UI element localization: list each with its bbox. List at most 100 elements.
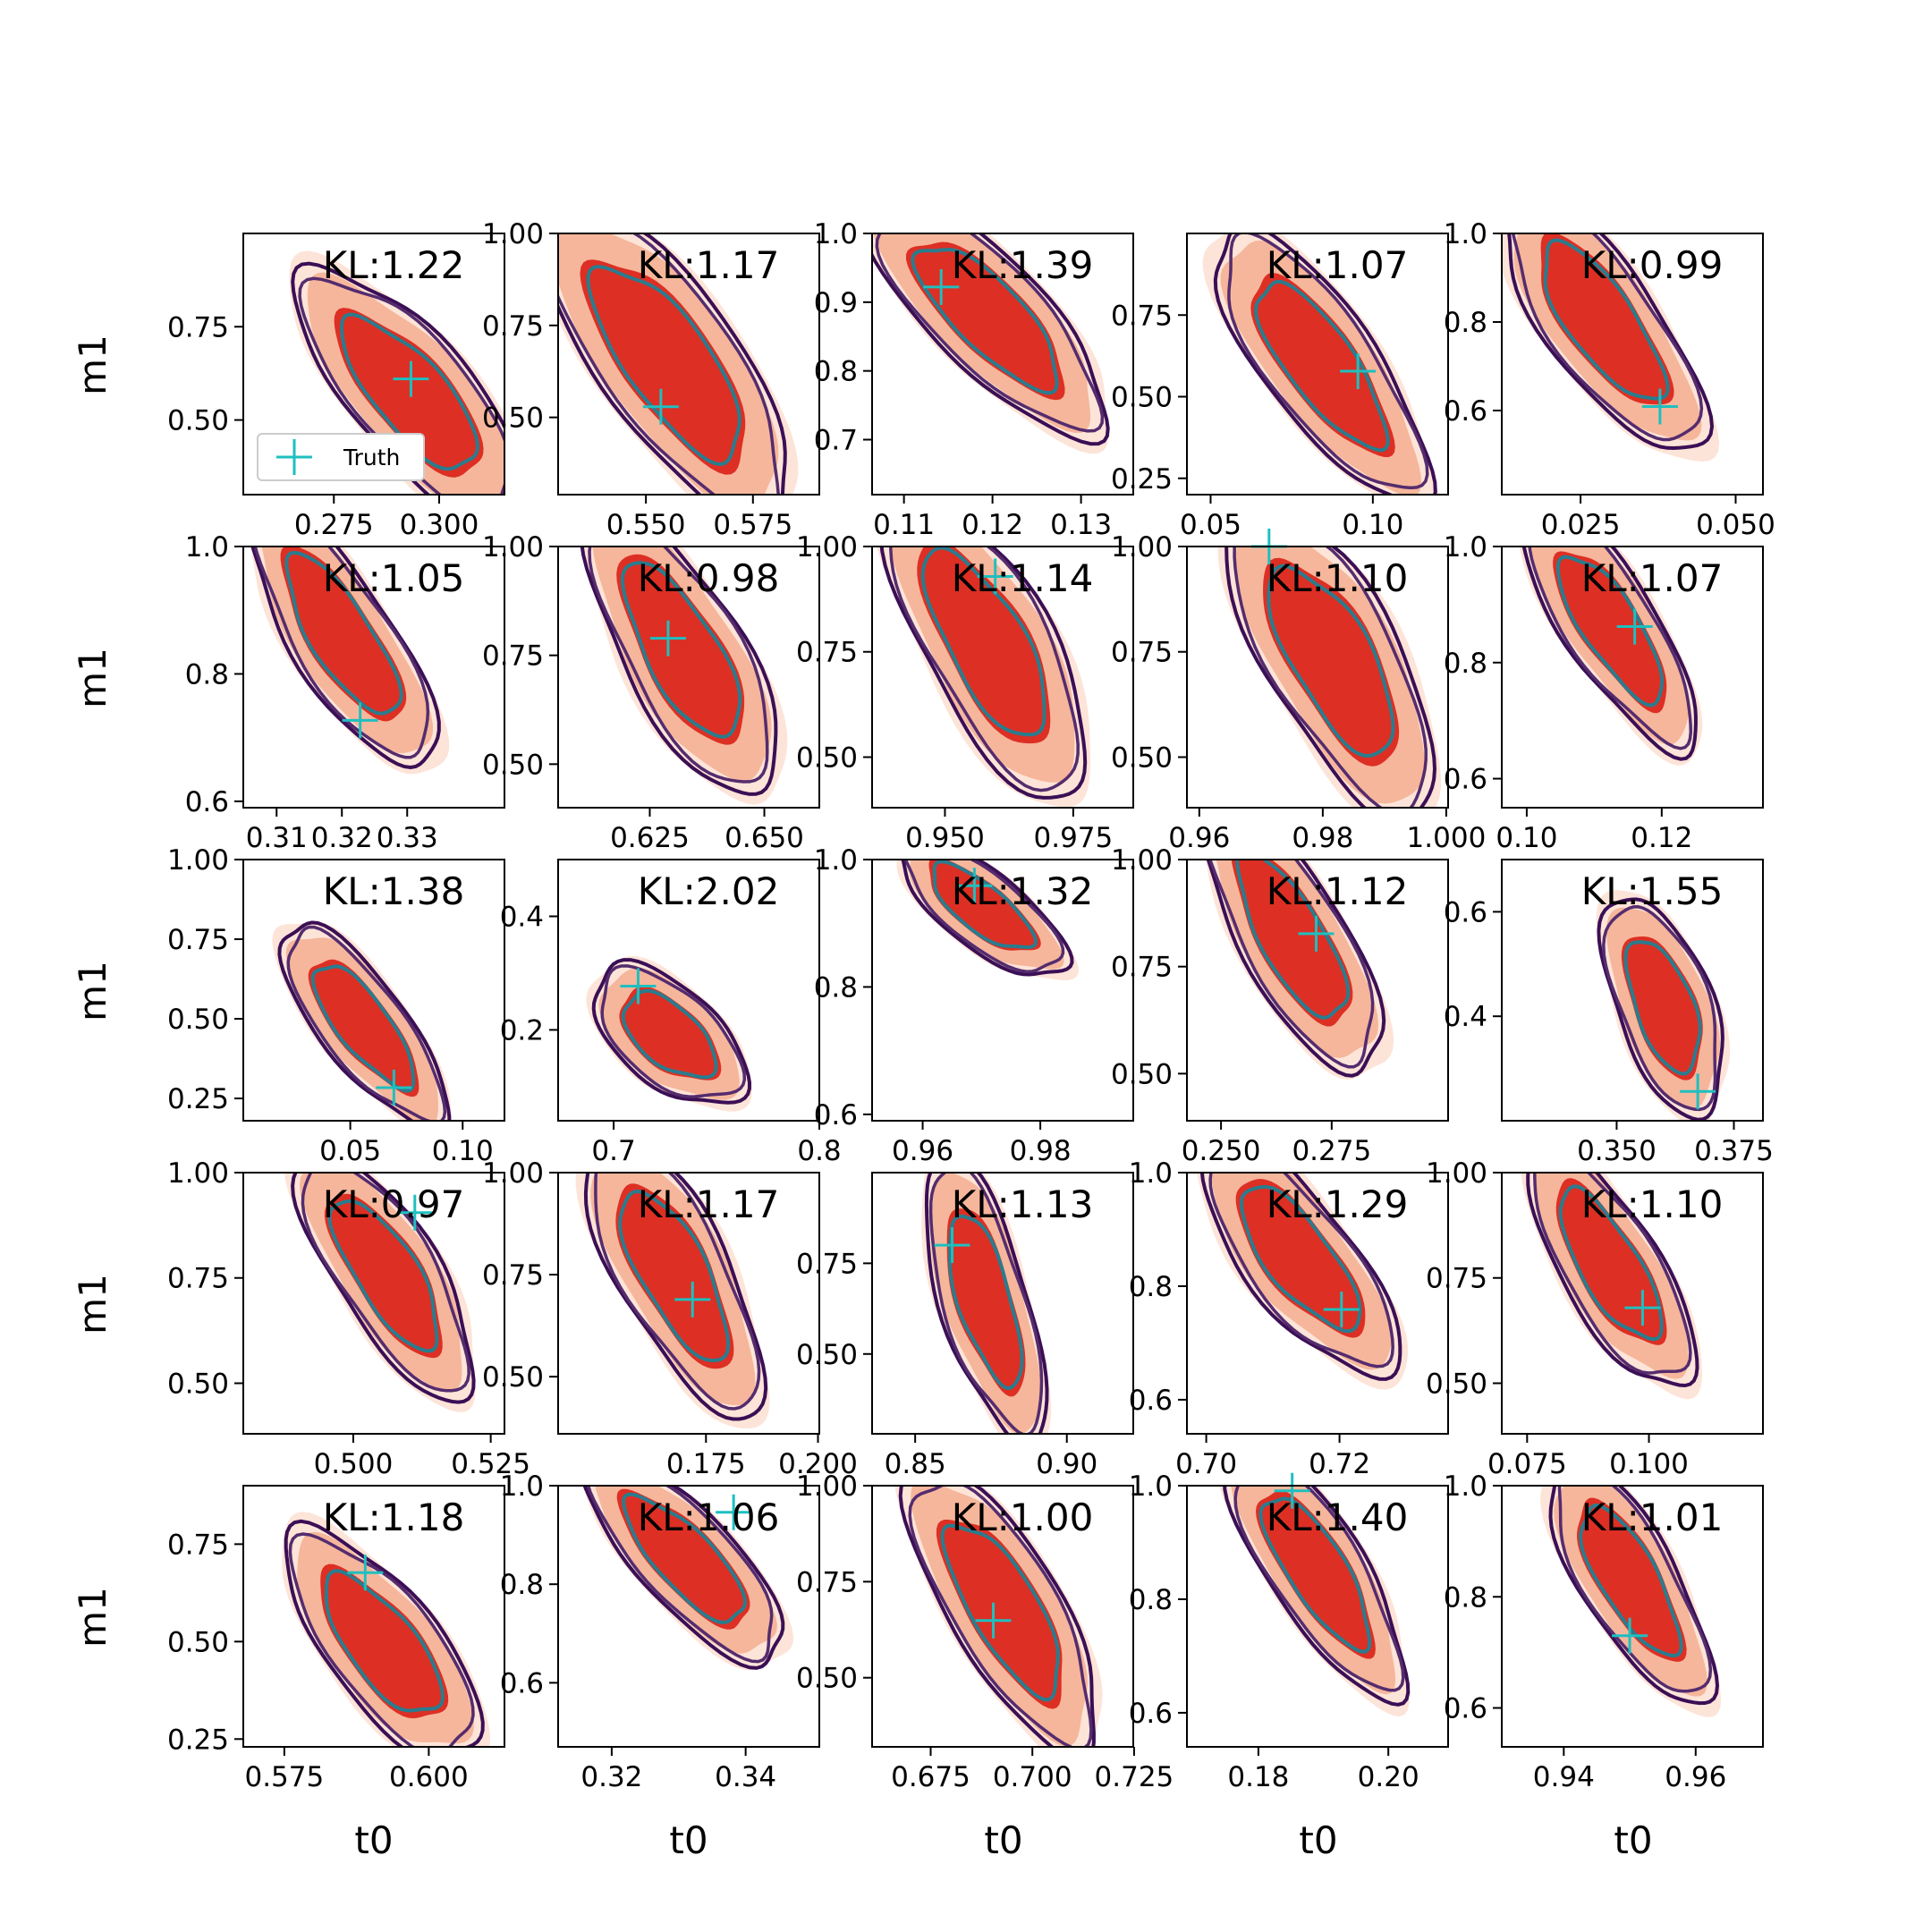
y-tick-label: 0.50 <box>1111 382 1173 414</box>
contour-mid <box>558 233 780 495</box>
y-tick-label: 1.00 <box>167 1157 229 1190</box>
density-fill-inner <box>615 1183 734 1369</box>
y-tick-label: 0.50 <box>1426 1368 1487 1400</box>
x-tick-label: 0.725 <box>1095 1761 1174 1793</box>
contour-outer <box>1206 860 1386 1078</box>
axes-frame <box>557 859 820 1122</box>
panel: 0.96 0.98 1.000 0.50 0.75 1.00 KL:1.10 <box>1111 529 1487 854</box>
y-tick-label: 0.8 <box>1444 307 1487 339</box>
density-fill-inner <box>928 860 1041 951</box>
y-tick-label: 0.9 <box>814 287 858 319</box>
contour-outer <box>898 1486 1096 1747</box>
x-tick-label: 0.05 <box>319 1135 381 1167</box>
contour-inner <box>1558 1184 1664 1342</box>
y-tick-label: 0.6 <box>1129 1698 1173 1730</box>
density-fill-inner <box>1250 272 1395 458</box>
contour-outer <box>1213 233 1437 495</box>
y-tick-label: 0.75 <box>796 1566 858 1598</box>
contour-inner <box>1543 238 1670 401</box>
contour-mid <box>594 1173 761 1411</box>
x-tick-label: 0.250 <box>1182 1135 1261 1167</box>
legend: Truth <box>257 433 425 481</box>
contour-mid <box>1208 1173 1394 1368</box>
y-tick-label: 0.50 <box>167 405 229 437</box>
kde-contours <box>282 1512 491 1747</box>
kl-label: KL:1.29 <box>1267 1182 1409 1226</box>
contour-inner <box>1258 1496 1372 1654</box>
legend-truth-marker <box>276 439 312 475</box>
truth-marker <box>1298 915 1335 952</box>
contour-mid <box>1227 233 1429 490</box>
kde-contours <box>1202 233 1439 495</box>
x-tick-label: 1.000 <box>1407 822 1487 854</box>
kl-label: KL:1.17 <box>638 243 780 287</box>
y-tick-label: 1.0 <box>1129 1470 1173 1503</box>
x-tick-label: 0.12 <box>1631 822 1692 854</box>
contour-inner <box>327 1199 439 1353</box>
x-tick-label: 0.550 <box>606 509 686 541</box>
kde-contours <box>250 547 450 775</box>
y-tick-label: 0.25 <box>167 1724 229 1756</box>
x-tick-label: 0.10 <box>432 1135 494 1167</box>
axes-frame <box>557 546 820 809</box>
x-tick-label: 0.18 <box>1227 1761 1289 1793</box>
kl-label: KL:1.10 <box>1267 556 1409 600</box>
y-axis-label: m1 <box>71 335 114 395</box>
axes-frame <box>1501 1485 1764 1748</box>
contour-inner <box>618 1189 731 1363</box>
kl-label: KL:1.10 <box>1581 1182 1724 1226</box>
y-tick-label: 0.75 <box>482 640 544 673</box>
contour-outer <box>250 547 441 770</box>
density-fill-inner <box>1235 1179 1366 1338</box>
axes-frame <box>1501 859 1764 1122</box>
x-tick-label: 0.700 <box>993 1761 1072 1793</box>
axes-frame <box>1186 233 1449 496</box>
panel: 0.550 0.575 0.50 0.75 1.00 KL:1.17 <box>482 218 820 541</box>
kl-label: KL:1.22 <box>323 243 465 287</box>
axes-frame <box>871 1172 1134 1435</box>
contour-outer <box>1526 1173 1699 1388</box>
y-tick-label: 1.00 <box>482 1157 544 1190</box>
contour-mid <box>1533 1173 1692 1375</box>
contour-inner <box>621 988 718 1080</box>
contour-inner <box>1239 1184 1362 1334</box>
contour-mid <box>1528 547 1693 750</box>
y-tick-label: 0.8 <box>1129 1584 1173 1616</box>
panel: 0.7 0.8 0.2 0.4 KL:2.02 <box>500 859 842 1167</box>
contour-inner <box>1267 564 1395 758</box>
contour-inner <box>586 265 741 467</box>
kde-contours <box>877 547 1090 808</box>
y-tick-label: 0.2 <box>500 1014 544 1046</box>
axes-frame <box>557 1172 820 1435</box>
contour-mid <box>1233 1486 1405 1692</box>
y-tick-label: 1.0 <box>185 531 229 564</box>
y-tick-label: 0.75 <box>796 1248 858 1280</box>
x-tick-label: 0.10 <box>1496 822 1557 854</box>
x-tick-label: 0.72 <box>1309 1448 1370 1480</box>
x-tick-label: 0.600 <box>389 1761 469 1793</box>
kde-contours <box>872 233 1110 454</box>
contour-inner <box>920 547 1046 737</box>
axes-frame <box>1186 1485 1449 1748</box>
contour-outer <box>1223 1486 1411 1707</box>
y-tick-label: 0.25 <box>1111 463 1173 496</box>
x-tick-label: 0.675 <box>891 1761 970 1793</box>
kde-contours <box>586 956 752 1112</box>
x-tick-label: 0.575 <box>713 509 792 541</box>
x-axis-label: t0 <box>669 1818 708 1862</box>
y-tick-label: 0.6 <box>1444 896 1487 928</box>
x-tick-label: 0.575 <box>244 1761 324 1793</box>
density-fill-inner <box>324 1193 443 1359</box>
truth-marker <box>642 388 679 425</box>
contour-outer <box>277 920 452 1121</box>
kl-label: KL:1.06 <box>638 1496 780 1539</box>
contour-inner <box>940 1523 1060 1702</box>
contour-outer <box>901 860 1074 977</box>
truth-marker <box>1274 1472 1310 1509</box>
kl-label: KL:1.12 <box>1267 869 1409 913</box>
contour-outer <box>558 233 787 495</box>
truth-marker <box>934 1227 970 1264</box>
x-tick-label: 0.85 <box>885 1448 946 1480</box>
panel: 0.625 0.650 0.50 0.75 1.00 KL:0.98 <box>482 531 820 854</box>
panel: 0.18 0.20 0.6 0.8 1.0 KL:1.40 <box>1129 1470 1449 1793</box>
